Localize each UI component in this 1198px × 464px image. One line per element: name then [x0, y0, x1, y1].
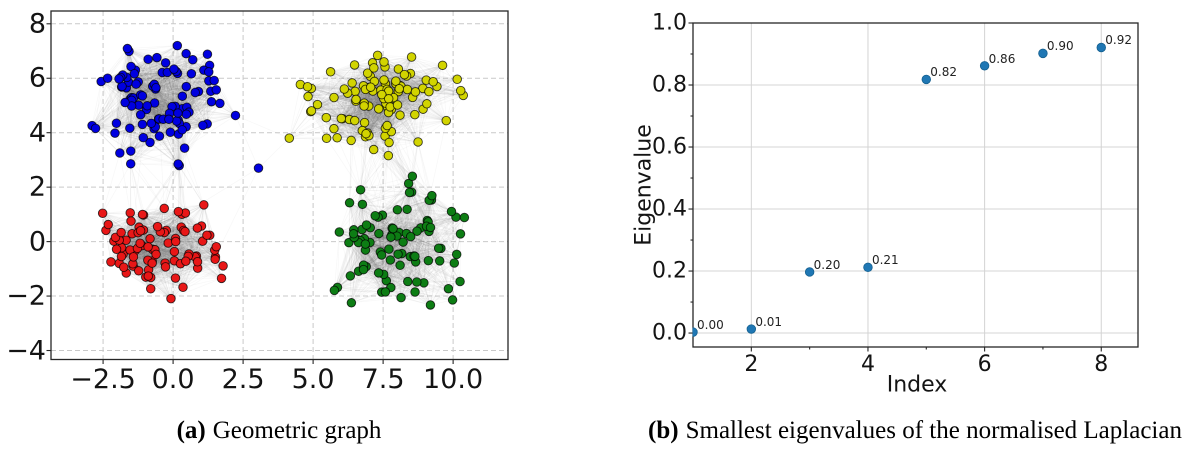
caption-a-label: (a) — [176, 417, 206, 444]
eigenvalue-point-label: 0.20 — [813, 257, 841, 272]
caption-b-label: (b) — [648, 417, 679, 444]
y-tick-label: 0.8 — [652, 72, 687, 98]
y-tick-label: 0.4 — [652, 196, 687, 222]
x-tick-label: 6 — [977, 352, 992, 377]
x-tick-label: 2 — [744, 352, 759, 377]
x-tick-label: 8 — [1094, 352, 1109, 377]
y-tick-label: −2 — [6, 280, 46, 312]
x-tick-label: 10.0 — [423, 364, 484, 395]
x-tick-label: 2.5 — [221, 364, 265, 395]
eigenvalue-point-label: 0.92 — [1105, 33, 1132, 48]
x-tick-label: 5.0 — [291, 364, 335, 395]
x-tick-label: 7.5 — [361, 364, 405, 395]
caption-b-text: Smallest eigenvalues of the normalised L… — [685, 417, 1182, 444]
y-tick-label: 0.0 — [652, 320, 687, 346]
eigenvalue-point-label: 0.90 — [1046, 39, 1074, 54]
y-tick-label: 0.6 — [652, 134, 687, 160]
caption-a: (a) Geometric graph — [177, 417, 382, 445]
geometric-graph-plot — [0, 0, 570, 400]
x-tick-label: −2.5 — [70, 364, 136, 395]
eigenvalue-plot — [580, 0, 1198, 400]
eigenvalue-point-label: 0.00 — [697, 318, 724, 333]
y-tick-label: 0 — [28, 226, 46, 258]
caption-a-text: Geometric graph — [212, 417, 382, 444]
eigenvalue-point-label: 0.82 — [930, 65, 957, 80]
y-tick-label: 0.2 — [652, 258, 687, 284]
eigenvalue-point-label: 0.86 — [988, 51, 1016, 66]
y-tick-label: 6 — [28, 62, 46, 94]
eigenvalue-point-label: 0.01 — [755, 315, 783, 330]
y-tick-label: 1.0 — [652, 10, 687, 36]
y-tick-label: 2 — [28, 171, 46, 203]
y-tick-label: 8 — [28, 8, 46, 40]
y-tick-label: 4 — [28, 117, 46, 149]
x-axis-label-index: Index — [886, 372, 948, 398]
caption-b: (b) Smallest eigenvalues of the normalise… — [648, 417, 1182, 445]
y-tick-label: −4 — [6, 335, 46, 366]
eigenvalue-point-label: 0.21 — [871, 253, 899, 268]
x-tick-label: 0.0 — [151, 364, 195, 395]
x-tick-label: 4 — [860, 352, 875, 377]
